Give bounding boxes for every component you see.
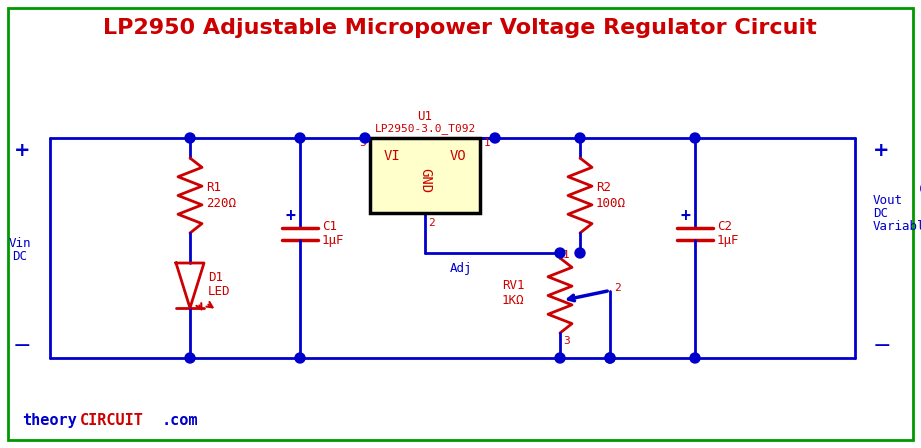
Text: −: − (13, 336, 31, 356)
Text: +: + (680, 207, 690, 225)
Text: VO: VO (449, 149, 466, 163)
Text: 100Ω: 100Ω (596, 197, 626, 210)
Text: @100mA: @100mA (920, 181, 921, 194)
Text: C2: C2 (717, 220, 732, 233)
Text: 3: 3 (359, 138, 366, 148)
Text: LED: LED (208, 284, 230, 297)
Text: LP2950 Adjustable Micropower Voltage Regulator Circuit: LP2950 Adjustable Micropower Voltage Reg… (103, 18, 817, 38)
Text: Vin: Vin (9, 237, 31, 250)
Text: Variable: Variable (873, 220, 921, 233)
Circle shape (185, 133, 195, 143)
Circle shape (555, 248, 565, 258)
Text: CIRCUIT: CIRCUIT (80, 413, 144, 427)
Text: Vout: Vout (873, 194, 903, 207)
Text: 220Ω: 220Ω (206, 197, 236, 210)
Circle shape (185, 353, 195, 363)
Circle shape (605, 353, 615, 363)
Circle shape (490, 133, 500, 143)
Text: DC: DC (873, 207, 888, 220)
Text: +: + (14, 141, 30, 159)
Text: theory: theory (22, 413, 76, 427)
Text: LP2950-3.0_T092: LP2950-3.0_T092 (374, 124, 475, 134)
Text: 1: 1 (484, 138, 491, 148)
Bar (370, 138, 480, 213)
Text: R1: R1 (206, 181, 221, 194)
Text: 2: 2 (427, 218, 435, 228)
Text: Adj: Adj (450, 262, 472, 275)
Text: −: − (873, 336, 892, 356)
Text: 1KΩ: 1KΩ (502, 294, 524, 307)
Text: U1: U1 (417, 109, 433, 122)
Circle shape (360, 133, 370, 143)
Text: R2: R2 (596, 181, 611, 194)
Text: C1: C1 (322, 220, 337, 233)
Text: 1μF: 1μF (322, 233, 344, 246)
Circle shape (295, 353, 305, 363)
Text: DC: DC (13, 250, 28, 263)
Text: +: + (873, 141, 890, 159)
Circle shape (555, 353, 565, 363)
Text: +: + (285, 207, 295, 225)
Text: 2: 2 (614, 283, 621, 293)
Text: D1: D1 (208, 271, 223, 284)
Text: 1: 1 (563, 250, 570, 260)
Text: 1μF: 1μF (717, 233, 740, 246)
Text: VI: VI (384, 149, 401, 163)
Circle shape (295, 133, 305, 143)
Text: RV1: RV1 (502, 279, 524, 292)
Circle shape (690, 133, 700, 143)
Circle shape (690, 353, 700, 363)
Circle shape (605, 353, 615, 363)
Text: 3: 3 (563, 336, 570, 346)
Text: .com: .com (162, 413, 199, 427)
Circle shape (575, 248, 585, 258)
Circle shape (575, 133, 585, 143)
Text: GND: GND (418, 168, 432, 193)
